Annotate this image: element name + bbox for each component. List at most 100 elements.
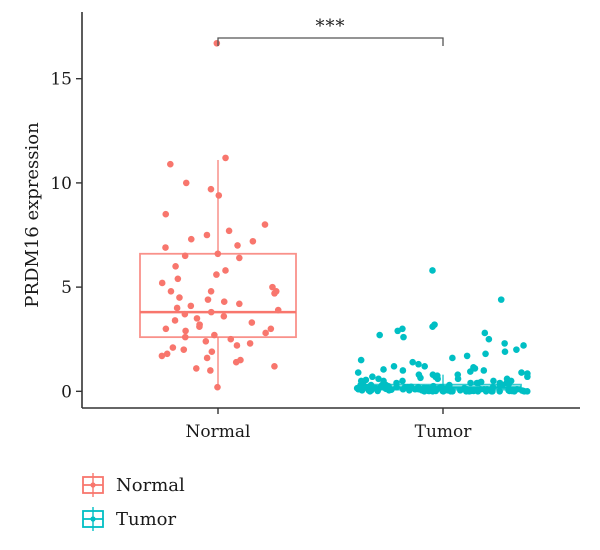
data-point [192, 365, 200, 372]
legend-key-point [90, 482, 96, 488]
data-point [236, 300, 243, 308]
data-point [518, 387, 526, 394]
x-tick-label: Normal [186, 422, 251, 442]
data-point [262, 329, 269, 337]
y-tick-label: 5 [61, 278, 72, 298]
data-point [167, 287, 175, 295]
data-point [456, 386, 464, 394]
y-axis-ticks: 0 5 10 15 [50, 70, 82, 402]
data-point [399, 385, 407, 393]
data-point [158, 352, 166, 360]
series-normal [139, 39, 297, 391]
data-point [501, 348, 509, 356]
data-point [429, 267, 436, 274]
data-point [246, 340, 254, 347]
data-point [214, 250, 222, 258]
data-point [220, 312, 228, 320]
legend-item-normal: Normal [82, 473, 185, 497]
data-point [181, 252, 189, 260]
data-point [399, 367, 407, 374]
data-point [407, 383, 415, 391]
data-point [249, 237, 257, 245]
data-point [207, 287, 215, 295]
data-point [171, 317, 179, 324]
data-point [207, 308, 215, 316]
data-point [207, 367, 214, 374]
data-point [208, 348, 216, 356]
data-point [162, 325, 170, 333]
data-point [248, 319, 256, 326]
data-point [520, 342, 527, 349]
data-point [162, 210, 170, 218]
data-point [375, 375, 382, 383]
data-point [482, 388, 490, 395]
data-point [359, 385, 367, 392]
data-point [497, 296, 505, 303]
data-point [434, 372, 441, 379]
data-point [222, 154, 229, 162]
data-point [173, 304, 181, 312]
data-point [482, 350, 489, 358]
data-point [176, 294, 183, 301]
data-point [374, 387, 381, 395]
legend-label: Tumor [116, 509, 177, 530]
data-point [409, 358, 416, 366]
data-point [463, 352, 471, 360]
data-point [215, 192, 223, 199]
data-point [222, 267, 229, 274]
data-point [357, 356, 365, 364]
legend-key-point [90, 516, 96, 522]
data-point [213, 271, 220, 278]
data-point [225, 227, 233, 235]
data-point [172, 262, 179, 270]
x-axis-ticks: Normal Tumor [186, 408, 472, 442]
data-point [236, 254, 243, 262]
y-tick-label: 10 [50, 174, 72, 194]
data-point [203, 354, 211, 362]
data-point [220, 298, 228, 306]
plot-area [139, 39, 531, 395]
data-point [181, 310, 189, 318]
data-point [163, 350, 171, 358]
data-point [442, 386, 449, 394]
data-point [233, 342, 241, 349]
data-point [467, 379, 474, 387]
data-point [506, 387, 513, 395]
data-point [180, 346, 188, 353]
significance-label: *** [316, 16, 346, 37]
data-point [498, 381, 506, 389]
data-point [174, 275, 182, 283]
data-point [181, 333, 189, 341]
data-point [496, 388, 503, 395]
data-point [415, 360, 422, 368]
data-point [429, 323, 436, 331]
data-point [390, 363, 398, 370]
legend: Normal Tumor [82, 473, 185, 531]
data-point [162, 244, 169, 251]
data-point [203, 231, 211, 239]
y-axis-title: PRDM16 expression [22, 122, 43, 308]
data-point [449, 354, 456, 362]
data-point [385, 383, 392, 390]
data-point [202, 338, 210, 345]
data-point [193, 315, 201, 322]
data-point [400, 333, 407, 341]
data-point [454, 375, 462, 383]
data-point [354, 369, 362, 376]
data-point [485, 335, 493, 343]
data-point [505, 380, 513, 388]
significance-line [217, 37, 444, 46]
data-point [513, 346, 520, 353]
data-point [490, 377, 497, 385]
data-point [187, 302, 195, 310]
data-point [214, 383, 221, 391]
data-point [204, 296, 212, 303]
data-point [269, 283, 276, 291]
data-point [169, 344, 177, 351]
data-point [429, 388, 437, 395]
data-point [511, 388, 518, 395]
data-point [501, 340, 508, 347]
data-point [430, 382, 437, 390]
legend-label: Normal [116, 475, 185, 496]
